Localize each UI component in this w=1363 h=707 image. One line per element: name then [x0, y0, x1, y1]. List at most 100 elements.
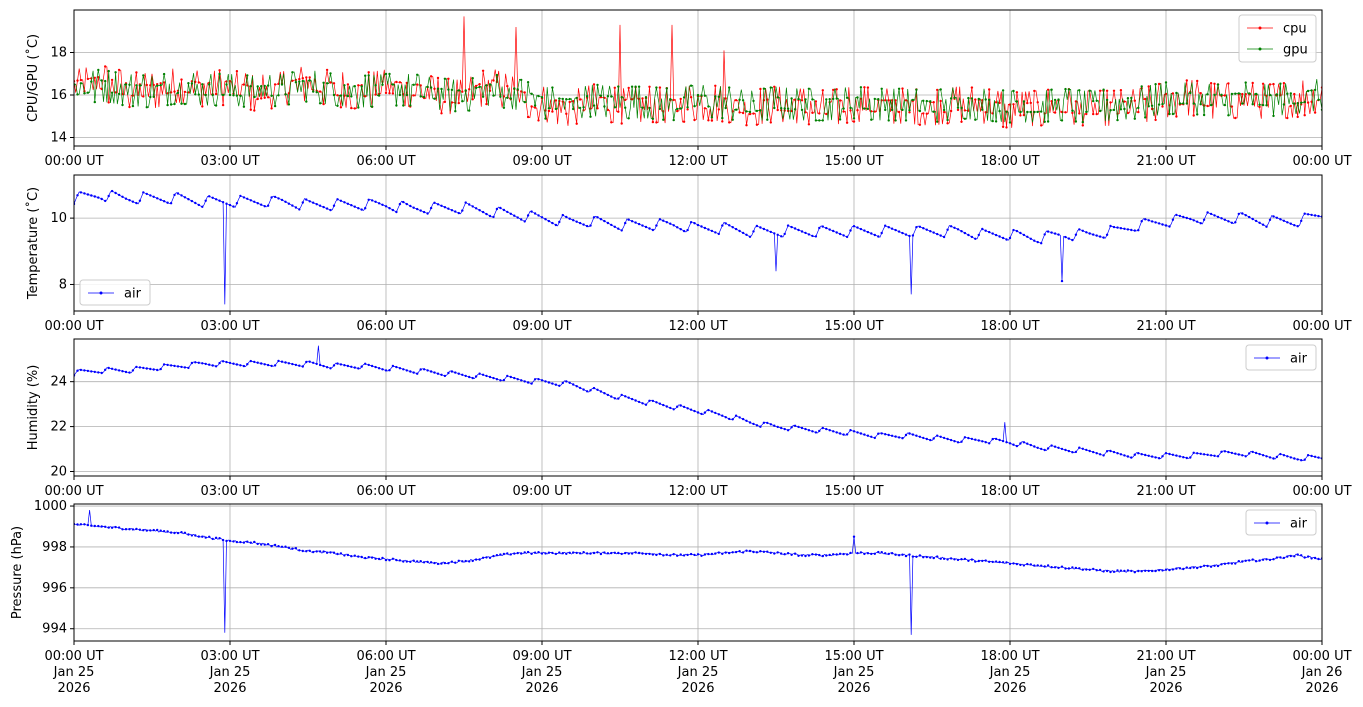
- data-point: [939, 99, 942, 103]
- data-point: [405, 93, 408, 97]
- data-point: [790, 225, 793, 229]
- data-point: [585, 224, 589, 228]
- data-point: [1071, 238, 1074, 242]
- data-point: [807, 233, 811, 236]
- data-point: [949, 438, 953, 442]
- data-point: [689, 408, 693, 411]
- data-point: [748, 421, 752, 424]
- x-tick-label: 03:00 UT Jan 25 2026: [200, 649, 259, 696]
- data-point: [977, 439, 980, 442]
- data-point: [537, 214, 540, 217]
- data-point: [426, 560, 429, 564]
- data-point: [1050, 88, 1053, 91]
- data-point: [547, 219, 551, 223]
- data-point: [187, 533, 190, 536]
- data-point: [929, 100, 932, 103]
- data-point: [506, 210, 509, 214]
- data-point: [544, 218, 547, 221]
- data-point: [1133, 453, 1137, 456]
- data-point: [856, 431, 859, 434]
- data-point: [1289, 104, 1293, 108]
- data-point: [1036, 446, 1039, 449]
- data-point: [682, 405, 686, 409]
- data-point: [450, 101, 454, 104]
- data-point: [256, 85, 259, 88]
- data-point: [578, 106, 582, 110]
- data-point: [953, 440, 956, 443]
- y-axis-label: CPU/GPU (˚C): [25, 34, 41, 122]
- data-point: [845, 121, 849, 124]
- data-point: [305, 550, 308, 553]
- data-point: [925, 437, 928, 441]
- data-point: [786, 429, 790, 432]
- data-point: [575, 220, 578, 223]
- data-point: [152, 95, 155, 99]
- data-point: [901, 553, 904, 556]
- data-point: [270, 107, 273, 110]
- data-point: [336, 198, 339, 201]
- data-point: [1161, 105, 1164, 108]
- x-tick-label: 00:00 UT Jan 25 2026: [44, 649, 103, 696]
- data-point: [970, 558, 974, 561]
- data-point: [994, 101, 998, 104]
- data-point: [703, 94, 707, 97]
- data-point: [360, 365, 363, 368]
- data-point: [1123, 107, 1126, 111]
- data-point: [884, 224, 887, 227]
- data-point: [402, 368, 405, 371]
- data-point: [773, 552, 776, 555]
- data-point: [266, 84, 270, 87]
- data-point: [1126, 97, 1130, 100]
- x-tick-label: 00:00 UT: [44, 319, 103, 334]
- data-point: [145, 192, 148, 196]
- data-point: [904, 233, 908, 236]
- data-point: [235, 202, 239, 205]
- data-point: [908, 553, 911, 556]
- data-point: [994, 437, 998, 441]
- data-point: [741, 111, 745, 115]
- data-point: [991, 560, 994, 564]
- data-point: [537, 119, 540, 122]
- data-point: [1248, 215, 1251, 219]
- data-point: [637, 222, 641, 226]
- data-point: [398, 81, 402, 84]
- data-point: [669, 98, 672, 101]
- data-point: [523, 91, 526, 94]
- data-point: [897, 87, 901, 91]
- data-point: [1275, 556, 1279, 559]
- data-point: [256, 202, 259, 205]
- data-point: [1033, 445, 1036, 448]
- data-point: [1227, 220, 1230, 223]
- data-point: [176, 531, 180, 535]
- data-point: [1050, 231, 1053, 234]
- data-point: [578, 552, 582, 555]
- data-point: [1064, 87, 1067, 91]
- data-point: [773, 85, 776, 89]
- data-point: [890, 227, 894, 230]
- data-point: [332, 93, 336, 97]
- data-point: [561, 97, 564, 101]
- data-point: [1282, 103, 1286, 106]
- data-point: [908, 234, 911, 238]
- data-point: [405, 560, 408, 563]
- data-point: [1161, 223, 1164, 226]
- data-point: [994, 233, 998, 237]
- data-point: [1040, 447, 1043, 451]
- data-point: [329, 367, 332, 370]
- data-point: [1206, 211, 1209, 214]
- data-point: [76, 194, 79, 197]
- data-point: [402, 560, 405, 563]
- data-point: [929, 230, 932, 233]
- data-point: [1029, 101, 1033, 105]
- data-point: [409, 560, 412, 563]
- data-point: [1112, 89, 1116, 93]
- data-point: [679, 97, 682, 101]
- legend-marker: [1265, 521, 1269, 525]
- data-point: [676, 226, 679, 229]
- data-point: [1033, 564, 1036, 567]
- data-point: [440, 87, 443, 91]
- data-point: [256, 542, 259, 546]
- data-point: [821, 119, 824, 122]
- data-point: [1192, 566, 1195, 569]
- data-point: [166, 530, 169, 533]
